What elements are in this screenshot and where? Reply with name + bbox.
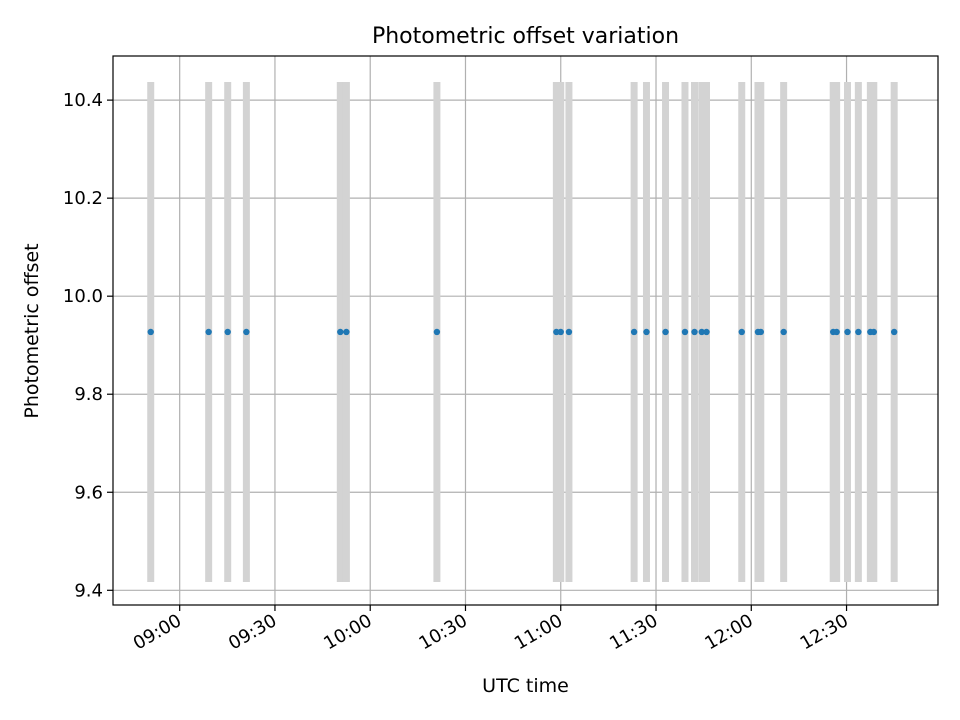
data-point: [698, 328, 705, 336]
y-tick-label: 10.4: [63, 90, 103, 111]
y-tick-label: 9.4: [74, 580, 103, 601]
y-tick-label: 9.6: [74, 482, 103, 503]
data-point: [630, 328, 638, 336]
data-point: [565, 328, 573, 336]
data-point: [147, 328, 154, 336]
data-point: [224, 328, 231, 336]
data-point: [844, 328, 851, 336]
data-point: [337, 328, 344, 336]
data-point: [738, 328, 745, 336]
data-point: [757, 328, 765, 336]
y-tick-label: 10.0: [63, 286, 103, 307]
data-point: [780, 328, 787, 336]
data-point: [681, 328, 689, 336]
data-point: [243, 328, 250, 336]
y-tick-label: 9.8: [74, 384, 103, 405]
data-point: [890, 328, 898, 336]
y-axis-ticks: 9.4 9.6 9.8 10.0 10.2 10.4: [63, 90, 113, 601]
data-point: [553, 328, 560, 336]
y-axis-label: Photometric offset: [21, 243, 43, 418]
data-point: [833, 328, 840, 336]
y-tick-label: 10.2: [63, 188, 103, 209]
x-axis-label: UTC time: [482, 675, 569, 697]
data-point: [703, 328, 710, 336]
plot-frame: [112, 55, 939, 606]
data-point: [643, 328, 650, 336]
data-point: [691, 328, 698, 336]
data-point: [205, 328, 212, 336]
data-point: [343, 328, 350, 336]
data-points: [147, 328, 898, 336]
data-point: [433, 328, 441, 336]
chart-title: Photometric offset variation: [372, 24, 679, 49]
data-point: [870, 328, 877, 336]
data-point: [855, 328, 862, 336]
data-point: [662, 328, 669, 336]
data-point: [557, 328, 564, 336]
